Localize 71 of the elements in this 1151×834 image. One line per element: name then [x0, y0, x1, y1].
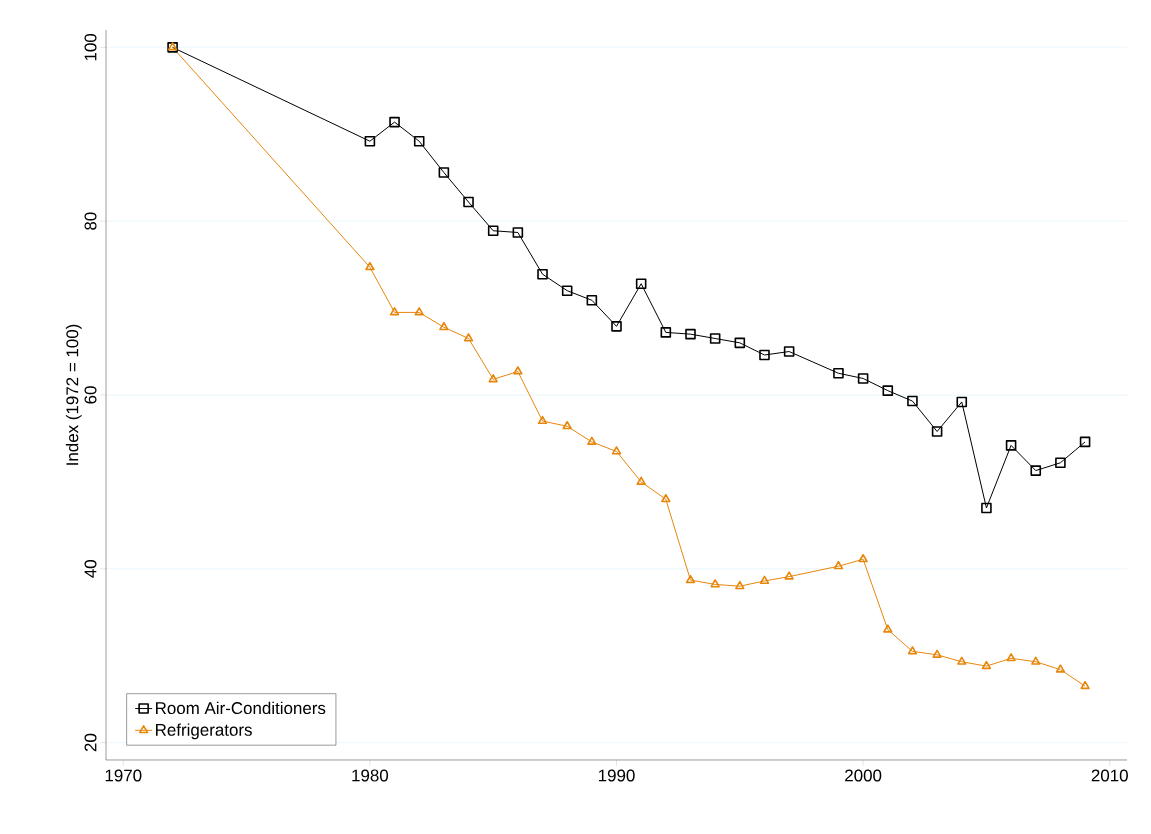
y-axis-title: Index (1972 = 100) [65, 324, 82, 465]
point [883, 624, 893, 633]
point [735, 580, 745, 590]
x-tick-label: 1990 [598, 769, 635, 782]
point [685, 574, 696, 584]
point [1079, 436, 1091, 448]
point [463, 333, 474, 342]
point [857, 373, 869, 384]
point [537, 415, 548, 425]
point [537, 268, 548, 280]
point [439, 321, 449, 331]
point [635, 278, 647, 290]
y-tick-label: 40 [84, 560, 97, 578]
point [562, 420, 572, 430]
point [907, 395, 918, 407]
point [586, 294, 598, 306]
point [463, 196, 474, 208]
x-tick-label: 2000 [845, 769, 882, 782]
point [783, 346, 795, 357]
point [709, 333, 721, 344]
point [1055, 664, 1066, 673]
point [512, 227, 524, 238]
point [611, 446, 622, 455]
point [833, 560, 844, 570]
point [561, 285, 573, 296]
point [931, 426, 943, 437]
point [587, 436, 597, 445]
point [1080, 680, 1090, 690]
point [660, 327, 672, 338]
point [833, 367, 844, 379]
point [932, 649, 942, 658]
point [636, 476, 646, 485]
y-tick-label: 20 [84, 733, 97, 752]
point [389, 116, 400, 128]
x-tick-label: 2010 [1091, 769, 1128, 782]
point [882, 385, 894, 396]
point [710, 579, 720, 588]
point [389, 307, 400, 316]
point [611, 321, 622, 332]
x-tick-label: 1980 [352, 769, 389, 782]
x-tick-label: 1970 [105, 769, 142, 782]
point [661, 493, 671, 503]
point [907, 646, 918, 655]
point [364, 135, 376, 147]
point [685, 328, 696, 340]
legend-label: Room Air-Conditioners [156, 701, 326, 715]
point [488, 374, 498, 383]
point [759, 575, 770, 585]
point [487, 225, 499, 237]
point [1030, 465, 1042, 476]
legend-label: Refrigerators [156, 723, 252, 740]
y-tick-label: 100 [84, 33, 97, 61]
point [413, 135, 425, 147]
y-tick-label: 80 [84, 212, 97, 230]
point [365, 261, 375, 271]
point [1005, 440, 1017, 451]
point [1055, 457, 1066, 469]
point [513, 366, 523, 375]
point [956, 396, 968, 408]
point [858, 553, 868, 563]
point [414, 307, 424, 316]
point [734, 337, 746, 349]
point [1031, 656, 1041, 665]
point [981, 502, 992, 514]
point [784, 571, 794, 580]
point [438, 167, 450, 178]
point [759, 349, 770, 361]
point [1006, 653, 1016, 662]
point [981, 660, 992, 670]
y-tick-label: 60 [84, 386, 97, 404]
point [957, 656, 967, 665]
